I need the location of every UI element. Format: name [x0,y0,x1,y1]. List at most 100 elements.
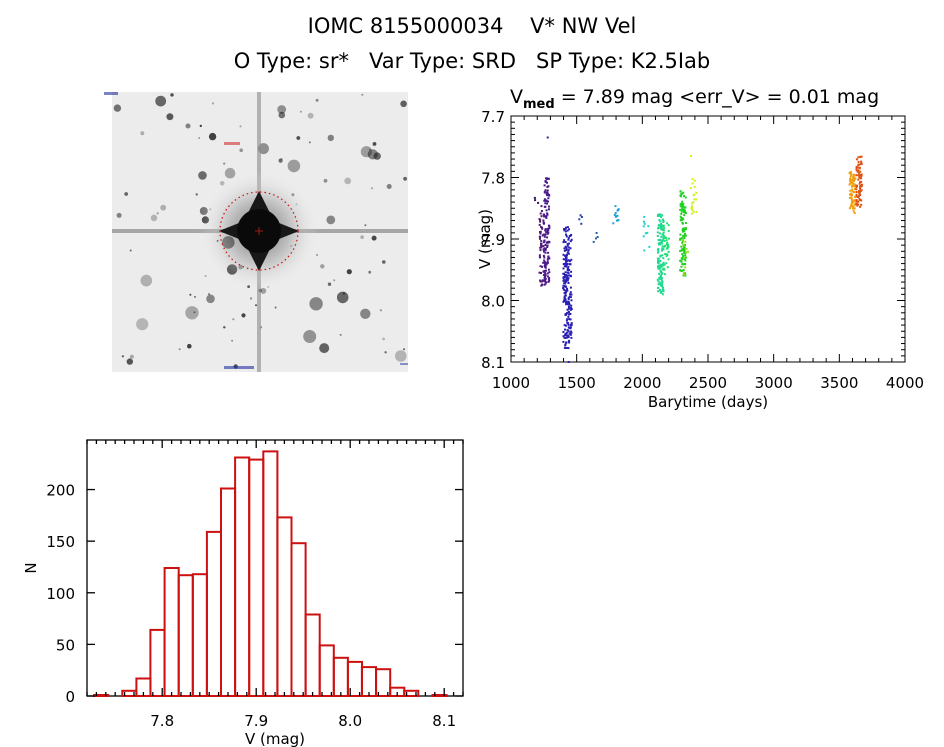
hist-ytick-label: 150 [46,533,75,551]
hist-bar [375,668,392,698]
lc-data-point [544,282,547,285]
lc-data-point [547,255,550,258]
lc-data-point [855,193,858,196]
hist-ytick-label: 50 [56,636,75,654]
lc-data-point [851,190,854,193]
lc-data-point [666,222,669,225]
lc-data-point [659,213,662,216]
lc-data-point [564,274,566,277]
lc-data-point [659,266,662,269]
lc-data-point [567,259,570,262]
lc-data-point [689,187,692,189]
lc-data-point [569,318,572,321]
lc-data-point [567,265,570,268]
lc-data-point [860,162,863,165]
lc-data-point [563,254,566,257]
lc-data-point [858,193,861,195]
lc-data-point [849,170,852,173]
lc-data-point [564,281,567,283]
lc-data-point [855,199,858,201]
field-star [178,348,181,351]
lc-data-point [683,273,686,276]
lc-data-point [852,200,855,203]
field-star [208,293,210,296]
lc-data-point [849,175,852,178]
lc-data-point [565,265,568,268]
lc-data-point [566,329,569,332]
hist-xtick-label: 8.0 [338,712,362,730]
hist-bar [360,666,377,697]
field-star [195,193,198,196]
lc-data-point [546,246,549,248]
lc-data-point [543,250,545,253]
lc-data-point [542,254,545,257]
lc-data-point [566,271,569,274]
lc-data-point [540,239,543,242]
lc-data-point [681,207,684,210]
lc-data-point [567,334,570,337]
lc-data-point [683,257,686,259]
lc-data-point [565,226,567,229]
lc-data-point [660,265,663,268]
lc-data-point [857,196,859,199]
hist-bar [262,450,279,697]
field-star [155,95,167,107]
lc-data-point [660,249,663,252]
lc-data-point [657,283,660,286]
lc-data-point [658,214,661,217]
lc-data-point [681,241,684,244]
field-star [296,136,301,140]
hist-ytick-label: 0 [65,688,75,706]
lc-data-point [542,219,545,222]
lc-data-point [540,242,543,245]
lc-data-point [548,271,551,274]
lc-data-point [848,207,851,210]
lc-data-point [667,245,670,248]
field-star [360,235,364,240]
lc-data-point [684,272,687,275]
lc-data-point [547,229,550,232]
lc-data-point [542,248,545,251]
lc-data-point [539,230,542,233]
lc-data-point [570,233,573,236]
lc-data-point [544,263,547,266]
lc-data-point [660,241,663,244]
lc-data-point [661,214,664,217]
lc-data-point [568,228,570,231]
lc-data-point [564,297,566,300]
lc-data-point [613,214,616,216]
stamp-label-scale [224,366,254,369]
lc-data-point [659,288,662,291]
lc-data-point [849,189,852,192]
lc-data-point [567,323,570,326]
lc-data-point [643,249,646,252]
lc-data-point [568,246,571,249]
lc-title: Vmed = 7.89 mag <err_V> = 0.01 mag [510,86,879,112]
lc-data-point [562,277,565,280]
lc-data-point [568,318,571,321]
object-type: O Type: sr* [233,49,349,73]
lc-data-point [548,227,551,230]
lc-data-point [658,283,661,285]
lc-data-point [660,223,663,225]
lc-data-point [666,253,669,256]
lc-data-point [659,259,662,262]
lc-data-point [662,257,665,260]
aperture-circle [219,191,299,271]
lc-data-point [853,212,856,214]
lc-data-point [547,268,550,271]
field-star [277,105,287,114]
lc-data-point [662,227,665,230]
lc-data-point [659,239,662,242]
lc-data-point [646,231,649,234]
lc-data-point [546,136,549,139]
lc-data-point [542,222,545,225]
field-star [323,178,328,183]
lc-data-point [658,260,661,263]
lc-data-point [570,306,572,309]
lc-data-point [543,240,546,243]
lc-data-point [683,246,686,249]
lc-xtick-label: 3500 [820,374,858,392]
lc-data-point [684,256,687,259]
lc-data-point [542,241,545,244]
